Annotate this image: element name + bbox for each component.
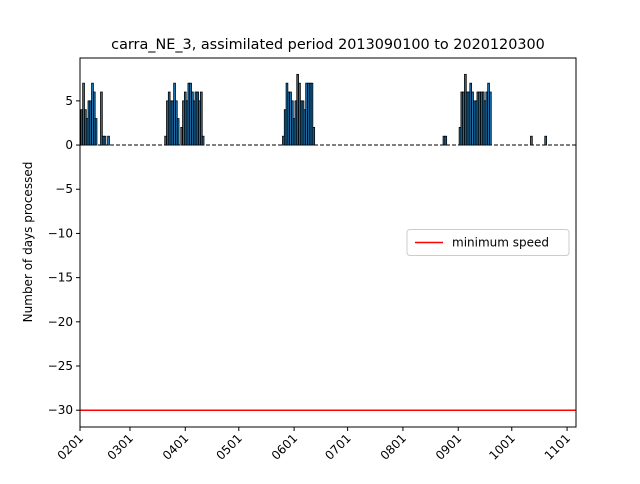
y-axis-label: Number of days processed [21, 162, 35, 323]
y-tick-label: −15 [48, 271, 73, 285]
bar [103, 135, 107, 146]
x-tick-label: 0801 [378, 431, 409, 462]
bar [444, 135, 448, 146]
y-tick-label: −20 [48, 315, 73, 329]
x-tick-label: 0601 [269, 431, 300, 462]
bar [489, 91, 492, 146]
bar [544, 135, 547, 146]
bar [530, 135, 533, 146]
axes-frame [79, 57, 577, 428]
bar [310, 82, 314, 146]
legend-box [406, 229, 570, 256]
x-tick-label: 0301 [105, 431, 136, 462]
x-tick-label: 0901 [433, 431, 464, 462]
y-tick-label: 5 [65, 94, 73, 108]
bar [107, 135, 110, 146]
bar [200, 91, 203, 146]
x-tick-label: 0501 [213, 431, 244, 462]
x-tick-label: 1101 [542, 431, 573, 462]
legend-label: minimum speed [452, 236, 549, 250]
bar [312, 126, 316, 146]
y-tick-label: −10 [48, 226, 73, 240]
y-tick-label: −25 [48, 359, 73, 373]
bar [100, 91, 103, 146]
bar [201, 135, 205, 146]
x-tick-label: 1001 [486, 431, 517, 462]
y-tick-label: 0 [65, 138, 73, 152]
bar [94, 118, 98, 146]
y-tick-label: −30 [48, 403, 73, 417]
x-tick-label: 0701 [322, 431, 353, 462]
x-tick-label: 0201 [55, 431, 86, 462]
bar [176, 118, 180, 146]
chart-title: carra_NE_3, assimilated period 201309010… [111, 37, 545, 53]
y-tick-label: −5 [55, 182, 73, 196]
x-tick-label: 0401 [160, 431, 191, 462]
